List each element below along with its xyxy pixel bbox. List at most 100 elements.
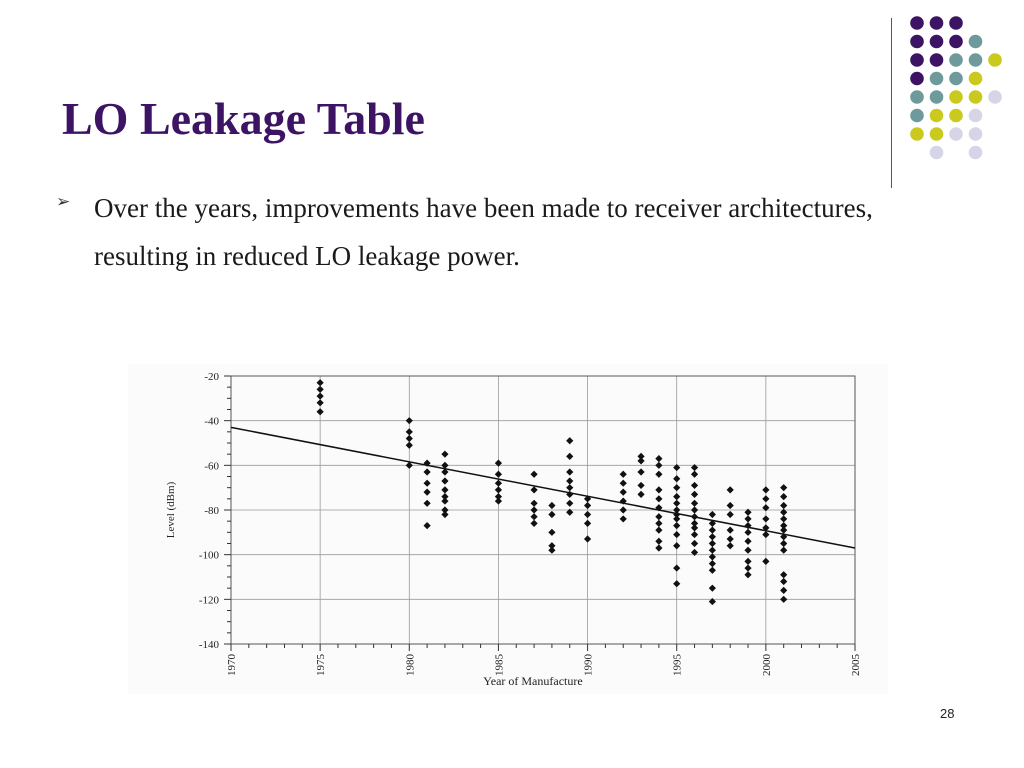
decorative-dot: [929, 127, 944, 141]
data-point: [583, 510, 592, 519]
decorative-dot: [929, 16, 944, 30]
data-point: [780, 515, 788, 523]
slide-number: 28: [940, 706, 955, 721]
decorative-dot: [910, 127, 924, 141]
data-point: [619, 506, 627, 514]
data-point: [762, 530, 770, 539]
data-point: [441, 468, 449, 476]
decorative-dot: [988, 53, 1002, 67]
data-point: [655, 455, 663, 463]
arrowhead-bullet-icon: ➢: [56, 192, 71, 212]
data-point: [744, 537, 752, 545]
x-tick-label: 1975: [315, 654, 327, 677]
data-point: [690, 530, 699, 539]
vertical-divider: [891, 18, 892, 188]
data-point: [780, 577, 788, 586]
data-point: [744, 546, 752, 554]
y-tick-label: -140: [199, 639, 220, 651]
data-point: [619, 479, 627, 487]
decorative-dot: [929, 34, 944, 49]
x-tick-label: 1970: [226, 654, 238, 677]
x-tick-label: 2005: [850, 654, 862, 677]
data-point: [780, 571, 788, 579]
data-point: [530, 499, 538, 507]
data-point: [566, 477, 574, 485]
data-point: [619, 497, 627, 505]
decorative-dot: [949, 16, 963, 30]
data-point: [494, 470, 503, 478]
bullet-text: Over the years, improvements have been m…: [94, 193, 873, 271]
data-point: [530, 506, 538, 514]
decorative-dot: [910, 71, 924, 86]
data-point: [530, 486, 538, 494]
chart-background: [128, 364, 888, 694]
decorative-dot-grid: [910, 16, 1002, 160]
data-point: [655, 504, 663, 512]
x-tick-label: 1980: [404, 654, 416, 677]
data-point: [441, 477, 449, 485]
data-point: [655, 544, 663, 552]
trend-line: [230, 426, 856, 549]
data-point: [780, 539, 788, 548]
data-point: [708, 597, 716, 606]
data-point: [548, 510, 556, 519]
data-point: [780, 546, 788, 554]
data-point: [673, 542, 681, 550]
decorative-dot: [929, 145, 944, 160]
decorative-dot: [968, 90, 983, 104]
data-point: [583, 495, 592, 503]
data-point: [405, 434, 413, 443]
decorative-dot: [968, 145, 983, 160]
data-point: [744, 508, 752, 516]
data-point: [726, 510, 734, 519]
lo-leakage-chart: -20 -40 -60 -80 -100 -120 -140 1970 1975 1980 1985…: [128, 364, 888, 694]
data-point: [566, 452, 574, 460]
y-tick-label: -80: [204, 505, 219, 517]
data-point: [673, 506, 681, 514]
data-point: [583, 501, 592, 510]
data-point: [423, 468, 431, 476]
decorative-dot: [968, 34, 983, 49]
data-point: [690, 539, 699, 548]
data-point: [673, 530, 681, 539]
data-point: [673, 515, 681, 523]
data-point: [566, 437, 574, 445]
data-point: [690, 548, 699, 557]
data-point: [780, 508, 788, 516]
data-point: [637, 457, 645, 465]
y-tick-label: -100: [199, 550, 220, 562]
data-point: [726, 501, 734, 510]
decorative-dot: [929, 90, 944, 104]
data-point: [673, 510, 681, 519]
decorative-dot: [949, 34, 963, 49]
data-point: [583, 535, 592, 543]
data-point: [744, 515, 752, 523]
decorative-dot: [910, 16, 924, 30]
data-point: [423, 479, 431, 487]
data-point: [423, 459, 431, 467]
decorative-dot: [968, 53, 983, 67]
decorative-dot: [929, 71, 944, 86]
data-point: [441, 506, 449, 514]
y-tick-label: -20: [204, 371, 219, 383]
data-point: [708, 539, 716, 548]
data-point: [637, 468, 645, 476]
x-tick-label: 2000: [761, 654, 773, 677]
y-tick-label: -40: [204, 416, 219, 428]
data-point: [673, 499, 681, 507]
data-point: [566, 490, 574, 498]
decorative-dot: [949, 127, 963, 141]
data-point: [762, 515, 770, 523]
data-point: [744, 564, 752, 572]
data-point: [690, 470, 699, 478]
data-point: [566, 508, 574, 516]
data-point: [548, 501, 556, 510]
x-tick-label: 1990: [583, 654, 595, 677]
data-point: [780, 501, 788, 510]
data-point: [583, 519, 592, 527]
data-point: [619, 470, 627, 478]
decorative-dot: [949, 71, 963, 86]
data-point: [530, 519, 538, 527]
data-point: [655, 513, 663, 521]
data-point: [762, 504, 770, 512]
